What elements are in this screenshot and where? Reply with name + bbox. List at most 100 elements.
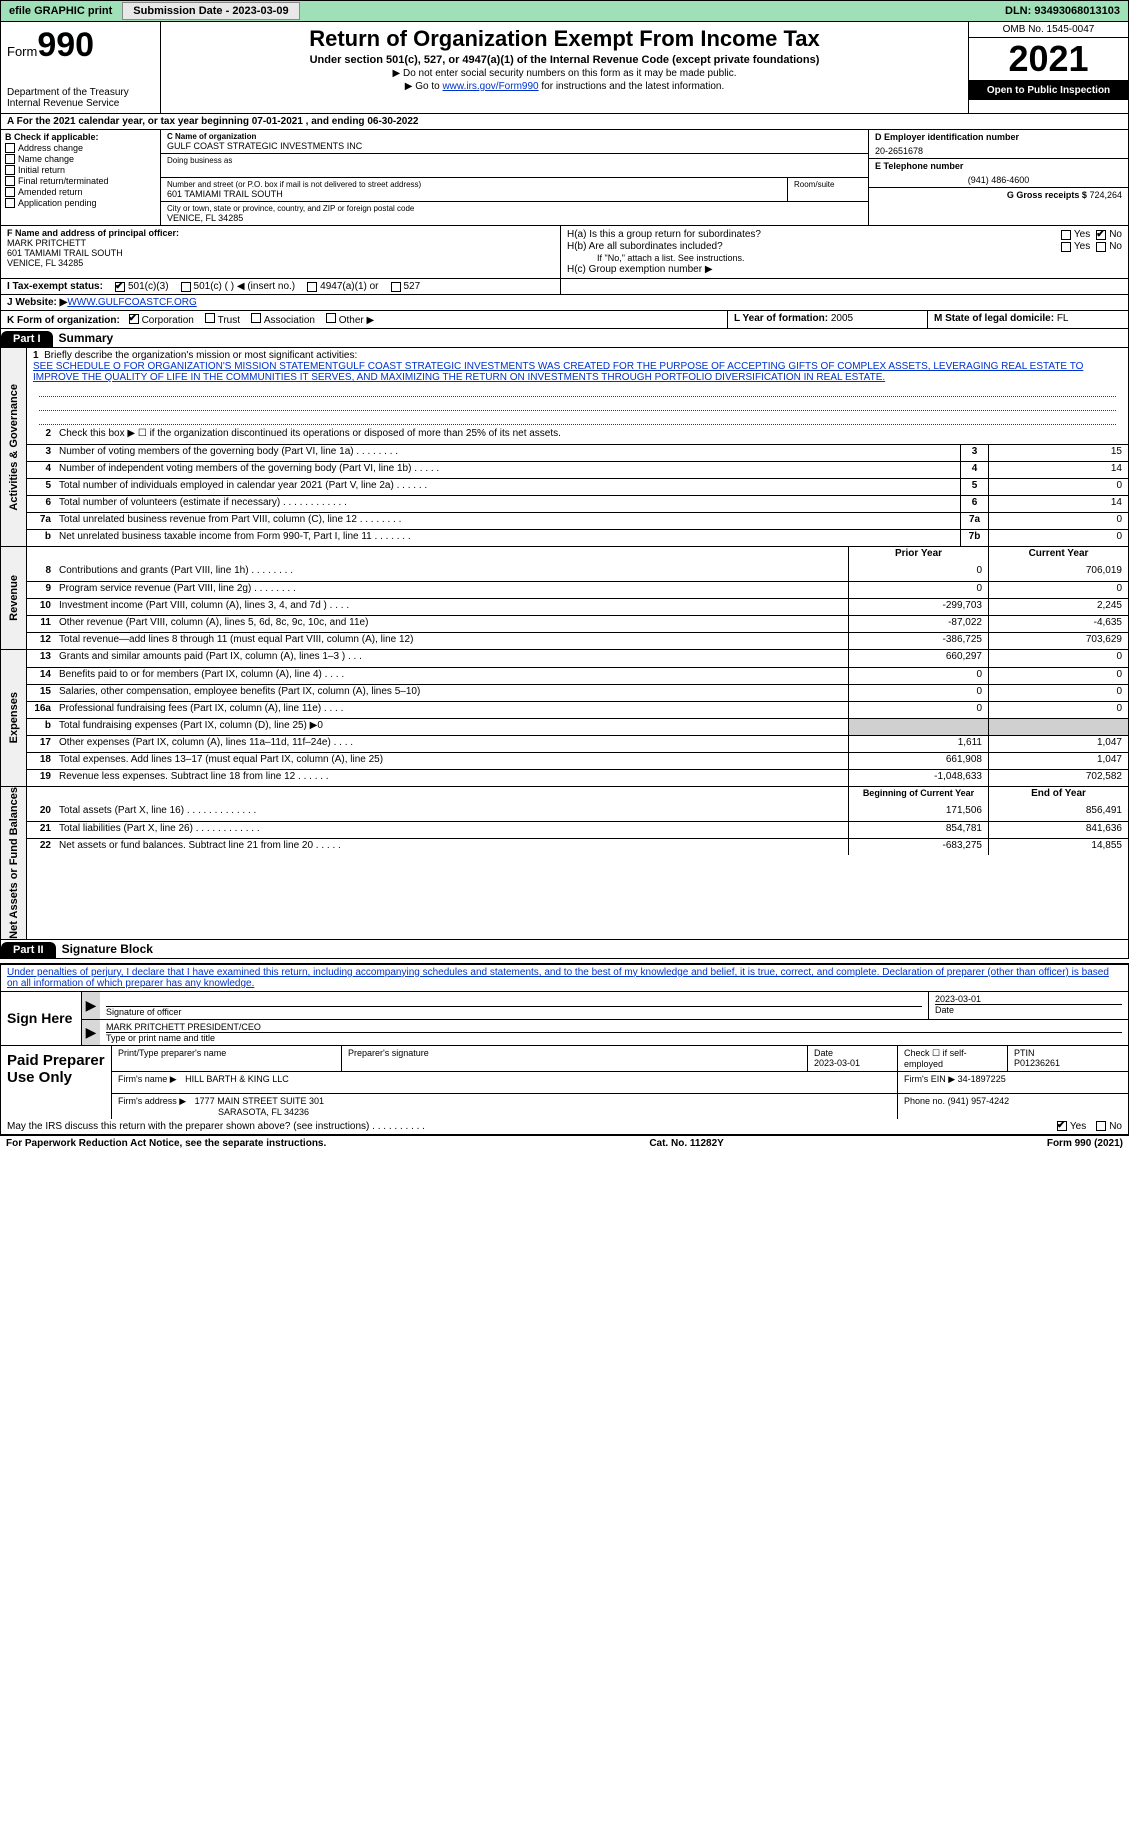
chk-name-change[interactable] (5, 154, 15, 164)
chk-hb-no[interactable] (1096, 242, 1106, 252)
chk-ha-yes[interactable] (1061, 230, 1071, 240)
form-title-block: Return of Organization Exempt From Incom… (161, 22, 968, 113)
summary-line: 18Total expenses. Add lines 13–17 (must … (27, 752, 1128, 769)
chk-address-change[interactable] (5, 143, 15, 153)
chk-527[interactable] (391, 282, 401, 292)
arrow-icon: ▶ (82, 992, 100, 1019)
chk-discuss-yes[interactable] (1057, 1121, 1067, 1131)
summary-line: 13Grants and similar amounts paid (Part … (27, 650, 1128, 667)
summary-line: 4Number of independent voting members of… (27, 461, 1128, 478)
tel-value: (941) 486-4600 (875, 175, 1122, 185)
part-1-hdr: Part I (1, 331, 53, 347)
gross-value: 724,264 (1089, 190, 1122, 200)
net-assets-section: Net Assets or Fund Balances Beginning of… (0, 787, 1129, 940)
submission-date-button[interactable]: Submission Date - 2023-03-09 (122, 2, 299, 20)
summary-line: bTotal fundraising expenses (Part IX, co… (27, 718, 1128, 735)
summary-line: 11Other revenue (Part VIII, column (A), … (27, 615, 1128, 632)
footer-right: Form 990 (2021) (1047, 1138, 1123, 1149)
expenses-section: Expenses 13Grants and similar amounts pa… (0, 650, 1129, 787)
part-2-title: Signature Block (56, 940, 159, 958)
footer-left: For Paperwork Reduction Act Notice, see … (6, 1138, 326, 1149)
street-value: 601 TAMIAMI TRAIL SOUTH (167, 189, 781, 199)
efile-topbar: efile GRAPHIC print Submission Date - 20… (0, 0, 1129, 22)
org-name-label: C Name of organization (167, 132, 862, 141)
chk-assoc[interactable] (251, 313, 261, 323)
summary-line: 10Investment income (Part VIII, column (… (27, 598, 1128, 615)
part-1-bar: Part I Summary (0, 329, 1129, 348)
chk-final-return[interactable] (5, 176, 15, 186)
form-header: Form990 Department of the Treasury Inter… (0, 22, 1129, 114)
revenue-section: Revenue Prior Year Current Year 8Contrib… (0, 547, 1129, 650)
website-link[interactable]: WWW.GULFCOASTCF.ORG (67, 297, 196, 308)
ein-label: D Employer identification number (875, 132, 1122, 142)
mission-text: SEE SCHEDULE O FOR ORGANIZATION'S MISSIO… (33, 361, 1083, 383)
calendar-year-line: A For the 2021 calendar year, or tax yea… (0, 114, 1129, 130)
part-1-title: Summary (53, 329, 120, 347)
mission-line (39, 397, 1116, 411)
chk-other[interactable] (326, 313, 336, 323)
form-number: 990 (37, 26, 94, 64)
part-2-bar: Part II Signature Block (0, 940, 1129, 959)
org-name: GULF COAST STRATEGIC INVESTMENTS INC (167, 141, 862, 151)
summary-line: 16aProfessional fundraising fees (Part I… (27, 701, 1128, 718)
chk-501c[interactable] (181, 282, 191, 292)
room-label: Room/suite (794, 180, 862, 189)
dept-label: Department of the Treasury (7, 87, 154, 98)
klm-row: K Form of organization: Corporation Trus… (0, 311, 1129, 329)
footer-mid: Cat. No. 11282Y (649, 1138, 723, 1149)
chk-amended-return[interactable] (5, 187, 15, 197)
tel-label: E Telephone number (875, 161, 1122, 171)
website-row: J Website: ▶ WWW.GULFCOASTCF.ORG (0, 295, 1129, 311)
mission-line (39, 383, 1116, 397)
chk-discuss-no[interactable] (1096, 1121, 1106, 1131)
summary-line: 8Contributions and grants (Part VIII, li… (27, 564, 1128, 581)
form-subtitle: Under section 501(c), 527, or 4947(a)(1)… (167, 54, 962, 66)
vtab-net-assets: Net Assets or Fund Balances (1, 787, 27, 939)
check-b-block: B Check if applicable: Address change Na… (1, 130, 161, 225)
street-label: Number and street (or P.O. box if mail i… (167, 180, 781, 189)
summary-line: 3Number of voting members of the governi… (27, 444, 1128, 461)
chk-application-pending[interactable] (5, 198, 15, 208)
mission-line (39, 411, 1116, 425)
chk-hb-yes[interactable] (1061, 242, 1071, 252)
form-label: Form (7, 44, 37, 59)
vtab-revenue: Revenue (1, 547, 27, 649)
sign-here-row: Sign Here ▶ Signature of officer 2023-03… (1, 991, 1128, 1045)
form-id-block: Form990 Department of the Treasury Inter… (1, 22, 161, 113)
chk-501c3[interactable] (115, 282, 125, 292)
dln-label: DLN: 93493068013103 (997, 3, 1128, 19)
summary-line: 7aTotal unrelated business revenue from … (27, 512, 1128, 529)
summary-line: 19Revenue less expenses. Subtract line 1… (27, 769, 1128, 786)
paid-preparer-block: Paid Preparer Use Only Print/Type prepar… (1, 1045, 1128, 1119)
city-label: City or town, state or province, country… (167, 204, 862, 213)
principal-h-block: F Name and address of principal officer:… (0, 226, 1129, 279)
chk-corp[interactable] (129, 314, 139, 324)
group-return-block: H(a) Is this a group return for subordin… (561, 226, 1128, 278)
summary-line: 14Benefits paid to or for members (Part … (27, 667, 1128, 684)
irs-link[interactable]: www.irs.gov/Form990 (442, 81, 538, 92)
efile-label: efile GRAPHIC print (1, 3, 120, 19)
summary-line: 21Total liabilities (Part X, line 26) . … (27, 821, 1128, 838)
chk-4947[interactable] (307, 282, 317, 292)
summary-line: 2Check this box ▶ ☐ if the organization … (27, 427, 1128, 444)
summary-line: 12Total revenue—add lines 8 through 11 (… (27, 632, 1128, 649)
inspection-label: Open to Public Inspection (969, 81, 1128, 100)
chk-initial-return[interactable] (5, 165, 15, 175)
check-b-label: B Check if applicable: (5, 132, 156, 142)
summary-line: 22Net assets or fund balances. Subtract … (27, 838, 1128, 855)
chk-ha-no[interactable] (1096, 230, 1106, 240)
summary-line: 9Program service revenue (Part VIII, lin… (27, 581, 1128, 598)
irs-label: Internal Revenue Service (7, 98, 154, 109)
org-info-block: B Check if applicable: Address change Na… (0, 130, 1129, 226)
summary-line: bNet unrelated business taxable income f… (27, 529, 1128, 546)
vtab-expenses: Expenses (1, 650, 27, 786)
chk-trust[interactable] (205, 313, 215, 323)
summary-line: 5Total number of individuals employed in… (27, 478, 1128, 495)
form-note-1: ▶ Do not enter social security numbers o… (167, 68, 962, 79)
gross-label: G Gross receipts $ (1007, 190, 1087, 200)
summary-line: 6Total number of volunteers (estimate if… (27, 495, 1128, 512)
signature-block: Under penalties of perjury, I declare th… (0, 963, 1129, 1135)
summary-line: 15Salaries, other compensation, employee… (27, 684, 1128, 701)
form-title: Return of Organization Exempt From Incom… (167, 26, 962, 52)
dba-value (167, 165, 862, 175)
